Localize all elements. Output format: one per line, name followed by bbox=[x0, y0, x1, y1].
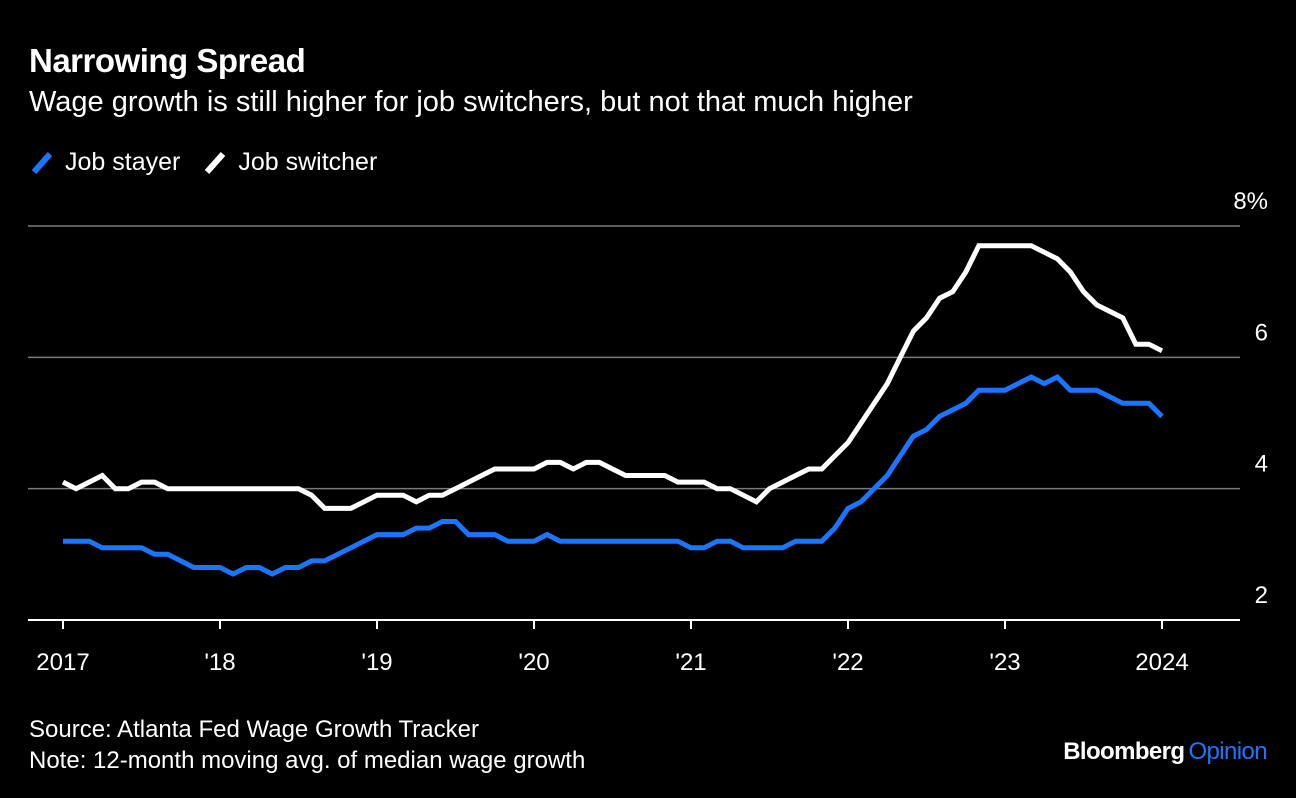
legend-label-job-stayer: Job stayer bbox=[65, 148, 181, 176]
x-axis: 2017 '18 '19 '20 '21 '22 '23 2024 bbox=[28, 619, 1240, 676]
legend-label-job-switcher: Job switcher bbox=[238, 148, 378, 176]
chart-title: Narrowing Spread bbox=[29, 42, 306, 79]
brand-name: Bloomberg bbox=[1063, 738, 1185, 765]
x-tick-label: '18 bbox=[204, 649, 235, 676]
legend-item-job-switcher: Job switcher bbox=[202, 148, 377, 177]
legend: Job stayer Job switcher bbox=[29, 148, 399, 177]
legend-swatch-job-stayer bbox=[31, 151, 53, 174]
gridlines bbox=[28, 225, 1240, 621]
x-tick-label: '21 bbox=[675, 649, 706, 676]
x-tick-label: 2024 bbox=[1135, 649, 1188, 676]
y-tick-label: 4 bbox=[1255, 451, 1268, 478]
line-chart: 2017 '18 '19 '20 '21 '22 '23 2024 2 4 6 8% bbox=[28, 188, 1268, 676]
source-note: Source: Atlanta Fed Wage Growth Tracker bbox=[29, 716, 479, 743]
y-tick-label: 6 bbox=[1255, 319, 1268, 346]
x-tick-label: '22 bbox=[832, 649, 863, 676]
methodology-note: Note: 12-month moving avg. of median wag… bbox=[29, 747, 586, 774]
legend-item-job-stayer: Job stayer bbox=[29, 148, 180, 177]
x-tick-label: 2017 bbox=[36, 649, 89, 676]
y-axis-labels: 2 4 6 8% bbox=[1233, 188, 1268, 609]
y-tick-label: 2 bbox=[1255, 582, 1268, 609]
series-line-job-stayer bbox=[63, 373, 1164, 577]
series-line-job-switcher bbox=[61, 243, 1164, 511]
x-tick-label: '20 bbox=[518, 649, 549, 676]
y-tick-label: 8% bbox=[1233, 188, 1268, 215]
footer: Source: Atlanta Fed Wage Growth Tracker … bbox=[29, 714, 585, 776]
brand-section: Opinion bbox=[1188, 738, 1267, 765]
chart-subtitle: Wage growth is still higher for job swit… bbox=[29, 86, 913, 118]
x-tick-label: '19 bbox=[361, 649, 392, 676]
x-tick-label: '23 bbox=[989, 649, 1020, 676]
legend-swatch-job-switcher bbox=[205, 151, 226, 174]
brand-logo: Bloomberg Opinion bbox=[1063, 738, 1267, 766]
series-lines bbox=[61, 243, 1164, 577]
